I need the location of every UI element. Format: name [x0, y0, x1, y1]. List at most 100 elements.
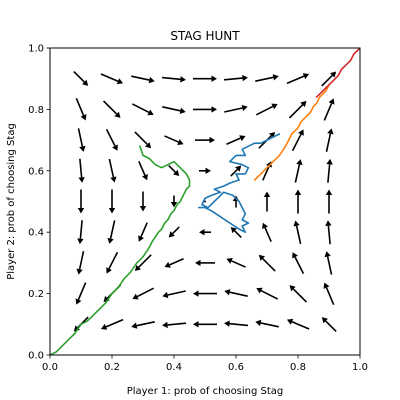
field-arrow	[100, 318, 124, 330]
field-arrow	[139, 191, 147, 212]
field-arrow	[258, 254, 276, 272]
x-tick-label: 0.4	[166, 362, 182, 373]
y-tick-label: 0.0	[28, 351, 44, 362]
y-tick-label: 0.8	[28, 105, 44, 116]
field-arrow	[77, 128, 86, 152]
field-arrow	[224, 104, 248, 113]
field-arrow	[131, 75, 155, 84]
field-arrow	[75, 282, 87, 305]
field-arrow	[294, 189, 302, 214]
field-arrow	[164, 258, 184, 268]
field-arrow	[168, 226, 180, 238]
field-arrow	[286, 73, 310, 85]
field-arrow	[326, 158, 333, 183]
vector-field	[73, 70, 337, 333]
field-arrow	[325, 128, 334, 153]
field-arrow	[294, 159, 303, 183]
field-arrow	[193, 75, 217, 82]
series-line-1	[198, 133, 281, 233]
field-arrow	[78, 158, 85, 183]
y-tick-label: 0.4	[28, 228, 44, 239]
field-arrow	[255, 319, 279, 328]
plot-frame	[49, 47, 361, 356]
field-arrow	[77, 189, 85, 214]
field-arrow	[193, 321, 217, 328]
field-arrow	[132, 287, 155, 300]
field-arrow	[195, 259, 215, 267]
field-arrow	[325, 220, 332, 245]
field-arrow	[226, 258, 246, 268]
field-arrow	[255, 103, 278, 116]
field-arrow	[321, 317, 337, 333]
y-axis-ticks: 0.0 0.2 0.4 0.6 0.8 1.0	[28, 44, 50, 362]
y-tick-label: 1.0	[28, 44, 44, 55]
trajectory-series	[50, 48, 360, 355]
field-arrow	[291, 129, 304, 152]
x-axis-ticks: 0.0 0.2 0.4 0.6 0.8 1.0	[42, 355, 368, 373]
field-arrow	[193, 290, 217, 297]
field-arrow	[321, 71, 337, 87]
field-arrow	[325, 189, 333, 214]
field-arrow	[199, 167, 211, 174]
field-arrow	[288, 100, 307, 119]
field-arrow	[292, 252, 305, 274]
x-tick-label: 0.8	[290, 362, 306, 373]
series-line-3	[50, 145, 191, 355]
field-arrow	[168, 164, 180, 177]
field-arrow	[255, 74, 279, 82]
field-arrow	[324, 251, 333, 275]
field-arrow	[138, 160, 148, 181]
field-arrow	[193, 106, 217, 113]
field-arrow	[134, 131, 152, 149]
y-tick-label: 0.6	[28, 166, 44, 177]
x-tick-label: 0.6	[228, 362, 244, 373]
chart-title: STAG HUNT	[170, 29, 240, 43]
field-arrow	[323, 98, 335, 121]
field-arrow	[263, 191, 271, 212]
field-arrow	[108, 189, 116, 214]
field-arrow	[107, 220, 116, 244]
field-arrow	[134, 254, 152, 272]
x-tick-label: 0.0	[42, 362, 58, 373]
field-arrow	[161, 76, 186, 83]
field-arrow	[77, 220, 84, 245]
y-tick-label: 0.2	[28, 289, 44, 300]
field-arrow	[138, 222, 148, 242]
field-arrow	[199, 229, 211, 236]
field-arrow	[162, 290, 186, 299]
x-axis-label: Player 1: prob of choosing Stag	[127, 386, 284, 397]
field-arrow	[106, 251, 119, 274]
field-arrow	[230, 165, 242, 177]
field-arrow	[164, 135, 184, 145]
field-arrow	[75, 98, 87, 121]
series-line-2	[253, 84, 330, 181]
field-arrow	[262, 222, 272, 243]
series-line-4	[315, 48, 360, 98]
field-arrow	[256, 287, 279, 300]
field-arrow	[223, 74, 248, 82]
field-arrow	[262, 161, 272, 181]
field-arrow	[323, 282, 335, 305]
field-arrow	[226, 135, 246, 145]
field-arrow	[102, 100, 121, 118]
field-arrow	[100, 73, 124, 85]
field-arrow	[224, 289, 248, 297]
field-arrow	[230, 226, 242, 239]
x-tick-label: 1.0	[352, 362, 368, 373]
field-arrow	[195, 136, 215, 144]
field-arrow	[162, 106, 186, 114]
field-arrow	[105, 129, 118, 151]
field-arrow	[293, 220, 302, 245]
field-arrow	[224, 320, 249, 327]
field-arrow	[108, 158, 117, 183]
x-tick-label: 0.2	[104, 362, 120, 373]
field-arrow	[289, 285, 308, 303]
field-arrow	[131, 103, 154, 116]
field-arrow	[286, 318, 310, 330]
y-axis-label: Player 2: prob of choosing Stag	[6, 123, 17, 280]
field-arrow	[73, 70, 89, 86]
field-arrow	[162, 321, 187, 329]
field-arrow	[131, 321, 155, 329]
field-arrow	[76, 250, 85, 275]
